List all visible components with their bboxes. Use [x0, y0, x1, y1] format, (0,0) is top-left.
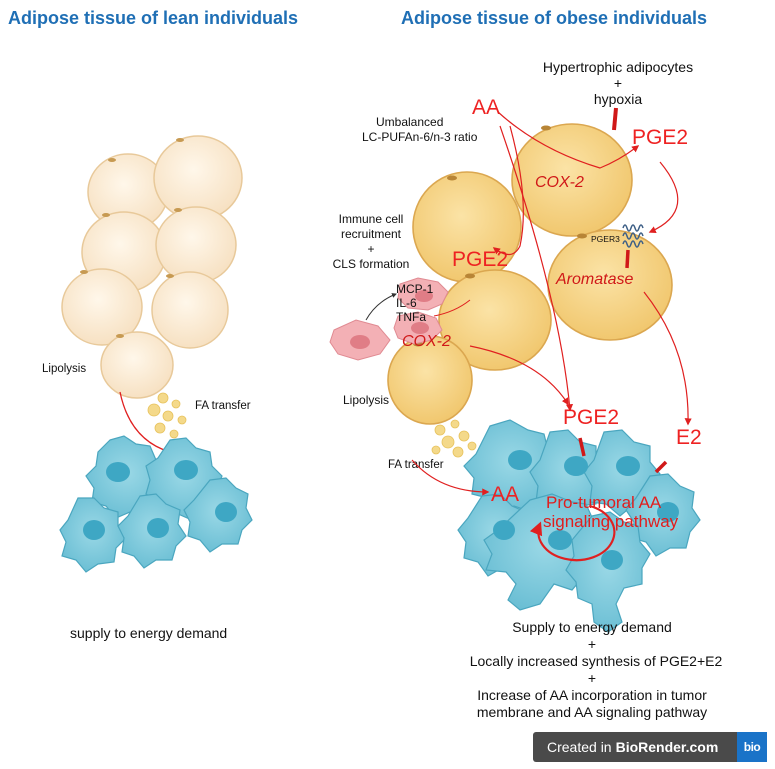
aa-to-pge2-mid-arrow [492, 125, 524, 256]
macrophage-nucleus [411, 322, 429, 334]
pathway-label-line1: Pro-tumoral AA [546, 493, 662, 512]
pger3-receptor-icon [622, 224, 644, 248]
obese-adipocyte [438, 269, 552, 371]
summary-line3: Increase of AA incorporation in tumor [477, 687, 707, 703]
summary-line4: membrane and AA signaling pathway [477, 704, 707, 720]
mcp1-label: MCP-1 [396, 282, 434, 296]
obese-lipolysis-label: Lipolysis [343, 393, 389, 407]
obese-fatty-acid-droplets [431, 419, 477, 458]
macrophage-nucleus [415, 290, 433, 302]
lean-fa-transfer-label: FA transfer [195, 400, 251, 412]
e2-label: E2 [676, 426, 702, 449]
lean-adipocyte [155, 206, 237, 284]
unbalanced-label: Umbalanced [376, 115, 443, 129]
tnfa-label: TNFa [396, 310, 426, 324]
cox2-top-label: COX-2 [535, 174, 584, 191]
lean-adipocyte [61, 268, 143, 346]
lean-adipocyte-cluster [61, 135, 243, 399]
biorender-badge[interactable]: Created in BioRender.com bio [533, 732, 767, 762]
obese-adipocyte [511, 123, 633, 237]
immune-recruitment-plus: + [367, 242, 374, 256]
aa-tumor-label: AA [491, 483, 519, 506]
lean-adipocyte-nuclei [80, 138, 184, 338]
aromatase-to-e2-arrow [643, 291, 692, 426]
aa-to-pge2-low-arrow [499, 125, 574, 412]
pge2-to-receptor-arrow [648, 161, 679, 233]
cytokine-link [433, 299, 471, 317]
lean-adipocyte [151, 271, 229, 349]
cls-formation-label: CLS formation [333, 257, 410, 271]
right-panel-title: Adipose tissue of obese individuals [401, 8, 707, 28]
recruitment-arrow [365, 293, 397, 321]
hypertrophic-label: Hypertrophic adipocytes [543, 59, 693, 75]
summary-line1: Supply to energy demand [512, 619, 672, 635]
il6-label: IL-6 [396, 296, 417, 310]
cox2-mid-label: COX-2 [402, 333, 451, 350]
summary-line2: Locally increased synthesis of PGE2+E2 [470, 653, 723, 669]
badge-prefix: Created in [547, 739, 612, 755]
biorender-logo-icon: bio [737, 732, 767, 762]
lean-adipocyte [100, 331, 174, 399]
aromatase-label: Aromatase [555, 271, 633, 288]
lean-lipolysis-label: Lipolysis [42, 363, 86, 375]
flow-arrows [411, 111, 692, 496]
hypertrophic-plus: + [614, 75, 622, 91]
lean-fatty-acid-droplets [147, 392, 187, 439]
pge2-low-label: PGE2 [563, 406, 619, 429]
summary-plus1: + [588, 636, 596, 652]
immune-recruitment-line1: Immune cell [339, 212, 404, 226]
pge2-top-right-label: PGE2 [632, 126, 688, 149]
lean-tumor-nuclei [83, 460, 237, 540]
pger3-activation-arrow [625, 249, 630, 269]
immune-recruitment-line2: recruitment [341, 227, 402, 241]
badge-brand: BioRender.com [615, 739, 719, 755]
lean-caption: supply to energy demand [70, 625, 227, 641]
e2-activation-arrow [654, 460, 668, 474]
obese-adipocyte-cluster [387, 123, 673, 425]
badge-text: Created in BioRender.com [533, 739, 718, 755]
summary-plus2: + [588, 670, 596, 686]
obese-tumor-nuclei [493, 450, 679, 570]
aa-top-label: AA [472, 96, 500, 119]
hypoxia-label: hypoxia [594, 91, 642, 107]
lean-fa-transfer-arrow [119, 391, 172, 454]
aa-to-pge2-arrow [497, 111, 640, 169]
cox2-to-pge2-arrow [469, 345, 569, 406]
macrophage-cells [329, 277, 449, 361]
macrophage-nucleus [350, 335, 370, 349]
pger3-label: PGER3 [591, 234, 620, 244]
hypoxia-arrow [612, 107, 618, 131]
signaling-cycle-arrow [529, 504, 616, 562]
pge2-activation-arrow [578, 437, 586, 457]
pufa-ratio-label: LC-PUFAn-6/n-3 ratio [362, 130, 478, 144]
fa-to-aa-arrow [411, 459, 490, 496]
left-panel-title: Adipose tissue of lean individuals [8, 8, 298, 28]
